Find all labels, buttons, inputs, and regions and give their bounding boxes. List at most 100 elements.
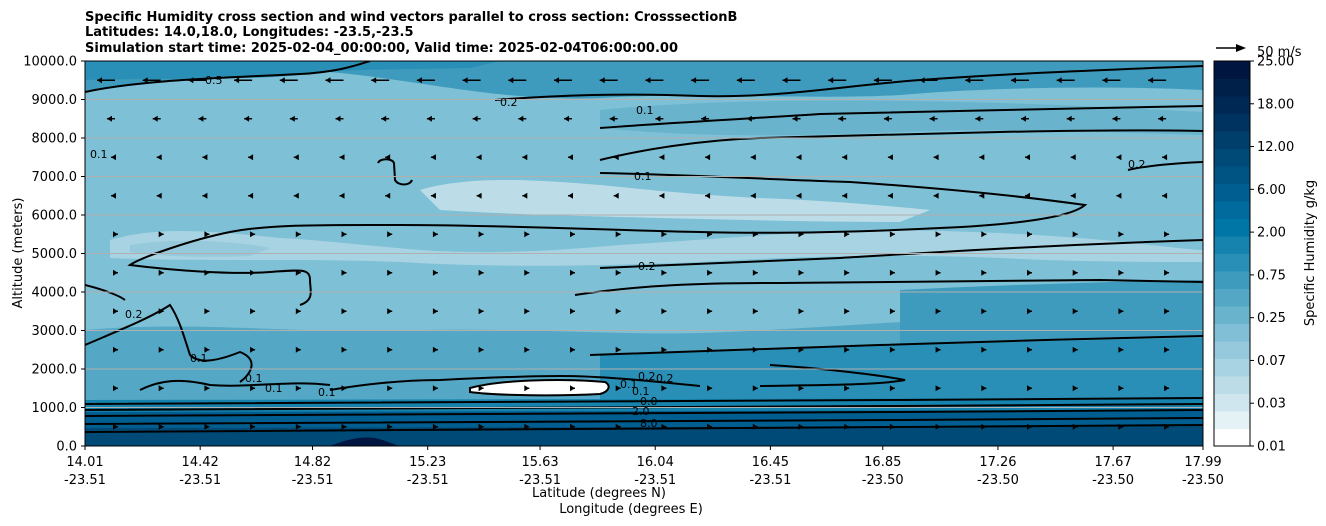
wind-vector-head [113,231,118,238]
wind-vector-head [929,115,935,122]
wind-vector-head [430,192,436,199]
y-tick-label: 2000.0 [32,363,78,378]
wind-vector-head [385,192,391,199]
wind-vector-head [508,77,514,84]
wind-vector-head [248,192,254,199]
colorbar-band [1214,253,1250,272]
wind-vector-head [113,346,118,353]
contour-line-02-left [85,284,126,301]
wind-vector-head [615,308,621,315]
wind-vectors [97,77,1170,430]
wind-vector-head [142,77,148,84]
wind-vector-head [615,269,621,276]
wind-vector-head [341,231,347,238]
colorbar-band [1214,428,1250,447]
x-tick-label-lon: -23.51 [292,473,334,488]
contour-label: 0.2 [500,96,518,109]
contour-line-02-mid [599,239,1203,269]
wind-vector-head [1102,77,1108,84]
wind-vector-head [387,308,393,315]
wind-vector-head [198,115,204,122]
colorbar-tick-label: 0.07 [1257,354,1286,369]
wind-vector-head [1118,423,1124,430]
wind-vector-head [478,308,484,315]
contour-label: 0.1 [265,382,283,395]
wind-vector-head [295,308,301,315]
wind-vector-head [782,77,788,84]
humidity-band-upper [85,61,1203,99]
contour-label: 0.1 [632,385,650,398]
colorbar-band [1214,358,1250,377]
wind-vector-head [887,154,893,161]
wind-vector-head [1118,308,1124,315]
contour-label: 0.0 [640,395,658,408]
wind-vector-head [478,231,484,238]
contour-label: 0.1 [620,378,638,391]
wind-vector-head [615,346,621,353]
wind-vector-head [279,77,285,84]
wind-vector-head [661,231,667,238]
wind-vector-head [705,192,711,199]
wind-vector-head [522,192,528,199]
contour-line-near-surface-1 [589,335,1203,356]
y-tick-label: 1000.0 [32,401,78,416]
wind-vector-head [1070,154,1076,161]
wind-vector-head [659,154,665,161]
wind-vector-head [111,192,116,199]
colorbar-tick-label: 25.00 [1257,55,1294,70]
wind-vector-head [293,154,299,161]
x-tick-label-lat: 14.01 [66,455,103,470]
wind-vector-head [844,269,850,276]
wind-vector-head [339,192,345,199]
wind-vector-head [570,423,575,430]
wind-vector-head [691,77,697,84]
wind-vector-head [432,346,438,353]
colorbar-band [1214,61,1250,79]
contour-label: 0.2 [125,308,143,321]
colorbar-band [1214,341,1250,359]
x-tick-label-lat: 17.26 [979,455,1016,470]
wind-vector-head [204,346,210,353]
wind-vector-head [430,154,436,161]
colorbar-band [1214,288,1250,307]
wind-vector-head [387,346,393,353]
wind-vector-head [705,154,711,161]
wind-vector-head [889,346,895,353]
wind-vector-head [554,77,559,84]
colorbar-band [1214,236,1250,254]
x-tick-label-lat: 17.99 [1184,455,1221,470]
wind-vector-head [1070,192,1076,199]
wind-vector-head [1118,269,1124,276]
y-tick-label: 8000.0 [32,132,78,147]
wind-vector-head [1164,231,1170,238]
wind-vector-head [1164,385,1170,392]
wind-vector-head [335,115,341,122]
wind-vector-head [965,77,971,84]
wind-vector-head [432,231,438,238]
humidity-dry-pocket [469,379,610,397]
wind-vector-head [250,308,256,315]
colorbar-band [1214,323,1250,342]
wind-vector-head [432,269,438,276]
wind-vector-head [204,308,210,315]
x-axis-label-lat: Latitude (degrees N) [532,486,666,501]
wind-vector-head [707,346,713,353]
wind-vector-head [158,346,164,353]
wind-vector-head [385,154,391,161]
wind-vector-head [1056,77,1062,84]
wind-vector-head [518,115,524,122]
wind-vector-head [707,423,713,430]
wind-vector-head [889,308,895,315]
wind-vector-head [1164,269,1170,276]
wind-vector-head [158,423,164,430]
wind-vector-head [707,385,713,392]
wind-vector-head [295,231,301,238]
wind-vector-head [1162,154,1168,161]
wind-vector-head [570,231,575,238]
wind-vector-head [1025,192,1030,199]
wind-vector-head [1148,77,1154,84]
colorbar-tick-label: 6.00 [1257,183,1286,198]
wind-vector-head [981,231,987,238]
wind-vector-head [659,192,665,199]
colorbar-tick-label: 0.25 [1257,311,1286,326]
